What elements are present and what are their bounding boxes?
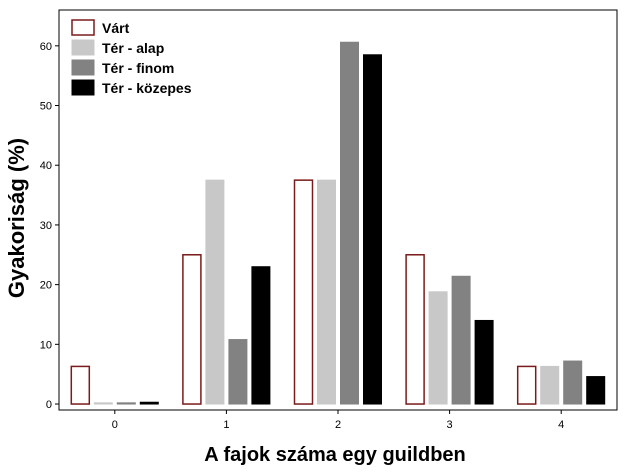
bar-tér-közepes-3 xyxy=(474,319,494,405)
legend-swatch xyxy=(71,59,95,76)
bar-tér-közepes-1 xyxy=(251,266,271,405)
x-tick-label: 1 xyxy=(223,419,229,431)
bar-várt-1 xyxy=(182,254,202,405)
y-tick-label: 60 xyxy=(40,41,52,53)
bar-tér-alap-2 xyxy=(317,179,336,405)
bar-tér-finom-1 xyxy=(228,339,248,405)
bar-várt-2 xyxy=(293,179,314,405)
y-tick-label: 30 xyxy=(40,220,52,232)
legend-swatch xyxy=(71,19,95,36)
bar-tér-finom-4 xyxy=(563,360,583,405)
bar-tér-közepes-4 xyxy=(586,376,606,405)
bar-várt-4 xyxy=(516,365,537,405)
legend-label: Várt xyxy=(102,20,130,36)
x-tick-label: 2 xyxy=(335,419,341,431)
bar-tér-alap-4 xyxy=(540,365,560,405)
y-tick-label: 10 xyxy=(40,339,52,351)
bar-tér-finom-3 xyxy=(451,275,471,405)
bar-tér-alap-1 xyxy=(205,179,225,405)
legend-label: Tér - közepes xyxy=(102,80,192,96)
bar-tér-alap-0 xyxy=(93,402,113,405)
bar-tér-alap-3 xyxy=(428,291,448,405)
legend-swatch xyxy=(71,39,95,56)
x-tick-label: 3 xyxy=(447,419,453,431)
x-axis-title: A fajok száma egy guildben xyxy=(204,444,466,466)
legend-swatch xyxy=(71,79,95,96)
y-tick-label: 50 xyxy=(40,101,52,113)
bar-várt-3 xyxy=(405,254,425,405)
y-tick-label: 0 xyxy=(46,399,52,411)
legend-label: Tér - alap xyxy=(102,40,164,56)
x-tick-label: 4 xyxy=(558,419,564,431)
bar-tér-közepes-2 xyxy=(363,54,382,405)
y-tick-label: 20 xyxy=(40,280,52,292)
y-tick-label: 40 xyxy=(40,160,52,172)
x-tick-label: 0 xyxy=(112,419,118,431)
bar-várt-0 xyxy=(70,365,91,405)
legend-label: Tér - finom xyxy=(102,60,174,76)
bar-tér-közepes-0 xyxy=(139,401,159,405)
y-axis-title: Gyakoriság (%) xyxy=(4,138,29,298)
bar-tér-finom-0 xyxy=(116,402,136,405)
bar-tér-finom-2 xyxy=(340,41,359,405)
